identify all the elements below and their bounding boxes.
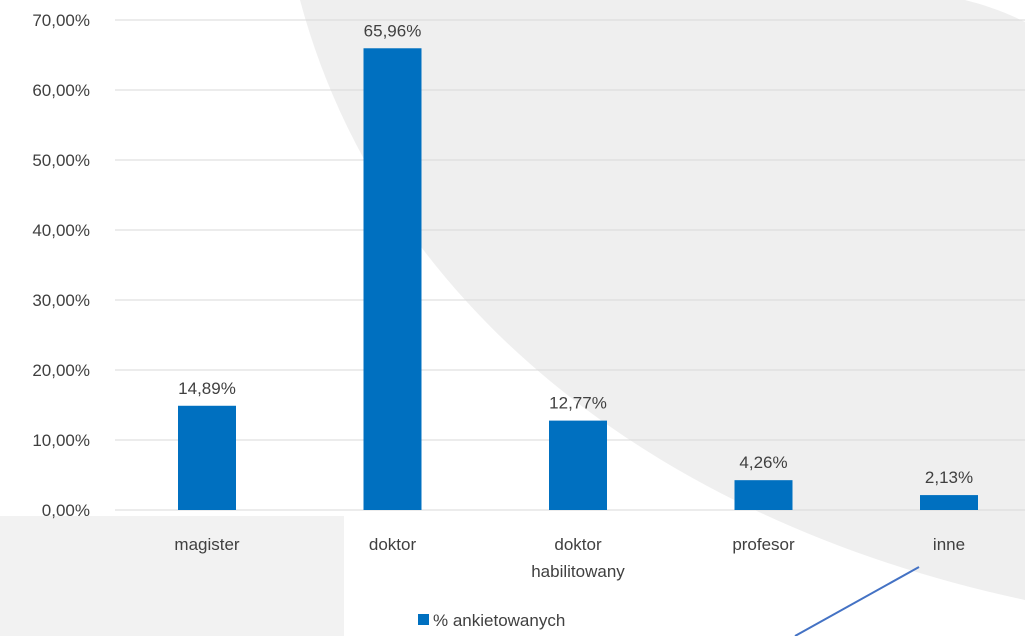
y-tick-label: 50,00%: [32, 151, 90, 170]
x-axis-categories: magister doktor doktor habilitowany profesor…: [174, 535, 965, 581]
data-label: 4,26%: [739, 453, 787, 472]
y-tick-label: 40,00%: [32, 221, 90, 240]
legend: % ankietowanych: [418, 611, 565, 630]
category-label: inne: [933, 535, 965, 554]
bar: [920, 495, 978, 510]
data-label: 14,89%: [178, 379, 236, 398]
y-tick-label: 60,00%: [32, 81, 90, 100]
data-label: 2,13%: [925, 468, 973, 487]
data-label: 12,77%: [549, 394, 607, 413]
legend-swatch: [418, 614, 429, 625]
y-axis-ticks: 0,00% 10,00% 20,00% 30,00% 40,00% 50,00% 60,00…: [32, 11, 90, 520]
data-labels: 14,89% 65,96% 12,77% 4,26% 2,13%: [178, 21, 973, 487]
y-tick-label: 20,00%: [32, 361, 90, 380]
bars: [178, 48, 978, 510]
y-tick-label: 70,00%: [32, 11, 90, 30]
y-tick-label: 10,00%: [32, 431, 90, 450]
data-label: 65,96%: [364, 21, 422, 40]
category-label: profesor: [732, 535, 795, 554]
bar: [734, 480, 793, 510]
bar: [549, 420, 607, 510]
category-label: magister: [174, 535, 240, 554]
decorative-line: [794, 566, 920, 636]
gridlines: [115, 19, 1025, 511]
category-label: doktor: [369, 535, 417, 554]
y-tick-label: 30,00%: [32, 291, 90, 310]
bar: [363, 48, 422, 510]
background-panel: [0, 516, 344, 636]
bar: [178, 405, 236, 510]
category-label: doktor habilitowany: [531, 535, 625, 581]
y-tick-label: 0,00%: [42, 501, 90, 520]
legend-label: % ankietowanych: [433, 611, 565, 630]
